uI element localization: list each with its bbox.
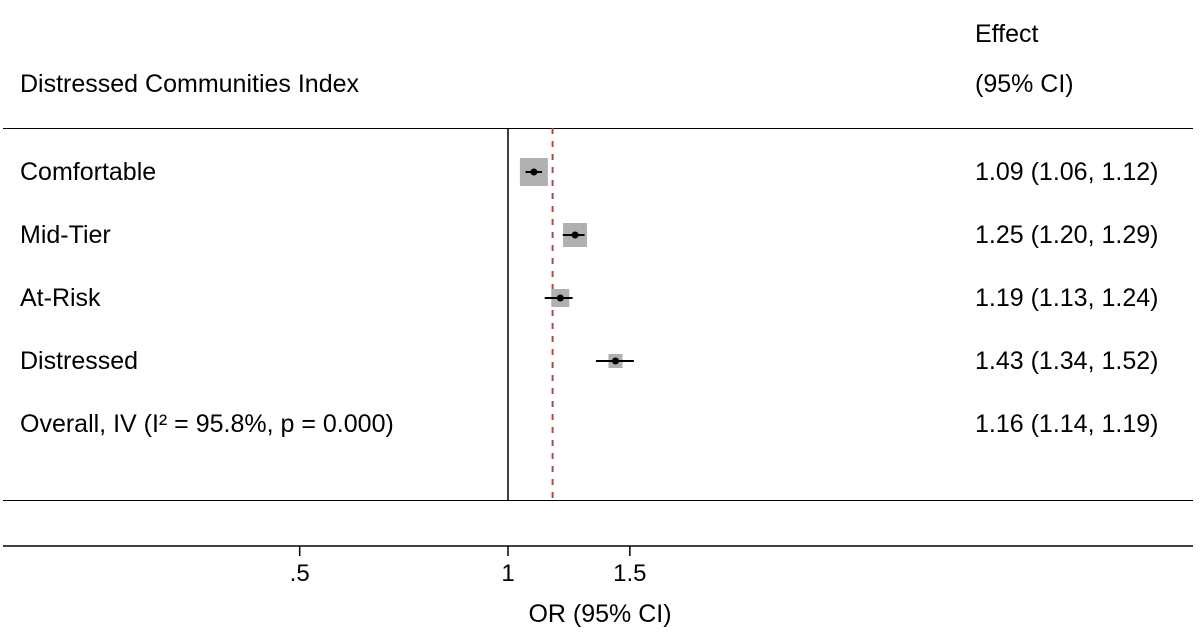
axis-tick-label-2: 1.5: [600, 560, 660, 588]
axis-title: OR (95% CI): [0, 600, 1200, 629]
axis-tick-label-1: 1: [478, 560, 538, 588]
forest-plot-container: Distressed Communities Index Effect (95%…: [0, 0, 1200, 644]
axis-tick-label-0: .5: [270, 560, 330, 588]
forest-plot-svg: [0, 0, 1200, 644]
